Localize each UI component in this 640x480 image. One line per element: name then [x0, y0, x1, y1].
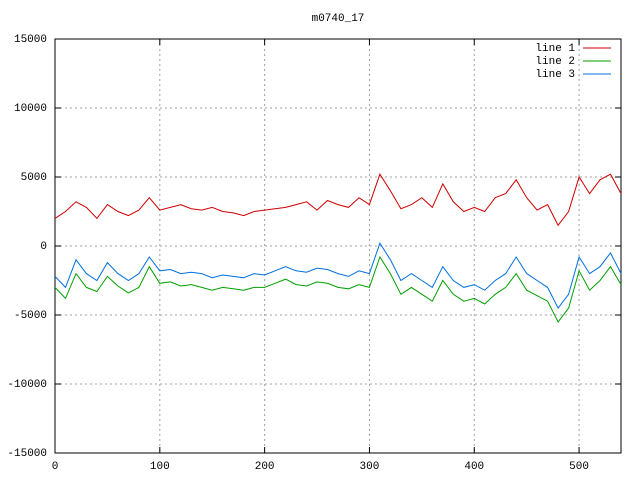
plot-frame: [54, 38, 622, 454]
x-tick-label: 300: [360, 461, 380, 473]
x-tick-label: 500: [569, 461, 589, 473]
series-line: [54, 242, 622, 310]
y-tick-label: -15000: [7, 448, 47, 460]
x-tick-label: 100: [150, 461, 170, 473]
y-tick-label: -10000: [7, 379, 47, 391]
y-tick-label: 10000: [14, 103, 47, 115]
y-tick-label: 5000: [21, 172, 47, 184]
series-line: [54, 255, 622, 323]
chart-title: m0740_17: [312, 13, 365, 25]
x-tick-label: 0: [52, 461, 59, 473]
y-tick-label: 0: [40, 241, 47, 253]
x-tick-label: 400: [464, 461, 484, 473]
series-line: [54, 173, 622, 227]
legend-label: line 2: [535, 56, 575, 68]
y-tick-label: -5000: [14, 310, 47, 322]
legend-label: line 1: [535, 43, 575, 55]
legend-label: line 3: [535, 69, 575, 81]
y-tick-label: 15000: [14, 34, 47, 46]
x-tick-label: 200: [255, 461, 275, 473]
